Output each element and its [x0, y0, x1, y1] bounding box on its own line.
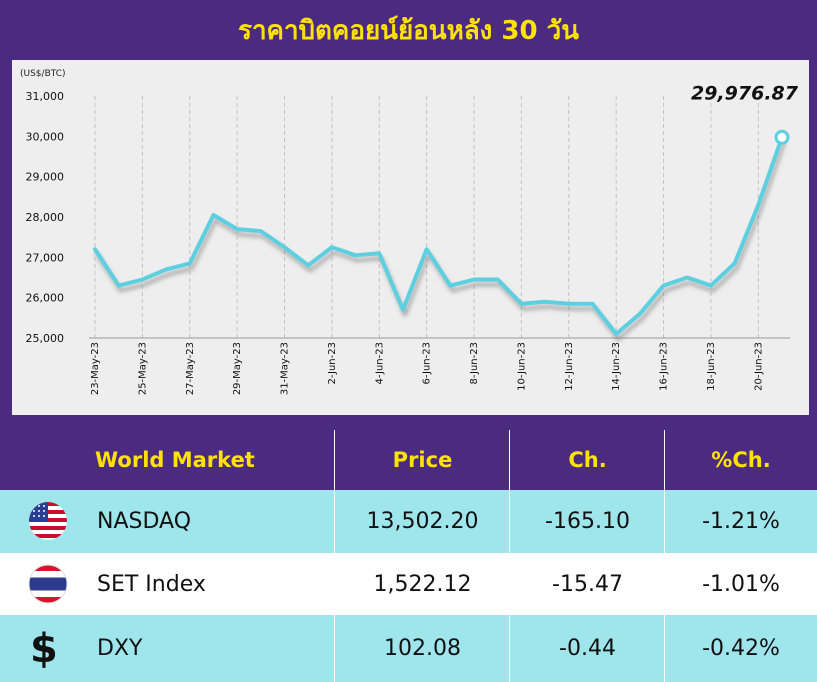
end-value-label: 29,976.87	[691, 82, 799, 104]
x-tick-label: 12-Jun-23	[564, 342, 575, 391]
x-tick-label: 8-Jun-23	[469, 342, 480, 385]
market-change: -0.44	[559, 636, 616, 661]
market-name: DXY	[97, 636, 143, 661]
y-tick-label: 25,000	[26, 332, 65, 345]
market-price: 102.08	[384, 636, 461, 661]
x-tick-label: 4-Jun-23	[374, 342, 385, 385]
column-divider	[509, 430, 510, 682]
x-tick-label: 23-May-23	[90, 342, 101, 395]
market-percent-change: -0.42%	[702, 636, 780, 661]
column-divider	[334, 430, 335, 682]
table-row: $ DXY 102.08 -0.44 -0.42%	[0, 615, 817, 682]
header-change: Ch.	[568, 448, 607, 472]
dollar-icon: $	[30, 625, 58, 672]
x-tick-label: 25-May-23	[137, 342, 148, 395]
us-flag-icon	[29, 502, 67, 540]
y-tick-label: 30,000	[26, 130, 65, 143]
chart-title: ราคาบิตคอยน์ย้อนหลัง 30 วัน	[237, 16, 579, 46]
market-percent-change: -1.01%	[702, 571, 780, 597]
table-row: NASDAQ 13,502.20 -165.10 -1.21%	[0, 490, 817, 553]
x-tick-label: 18-Jun-23	[706, 342, 717, 391]
y-tick-label: 26,000	[26, 292, 65, 305]
x-tick-label: 29-May-23	[232, 342, 243, 395]
market-change: -165.10	[545, 509, 630, 534]
header-world-market: World Market	[95, 448, 255, 472]
thai-flag-icon	[28, 564, 68, 604]
market-percent-change: -1.21%	[702, 509, 780, 534]
world-market-table: World Market Price Ch. %Ch. NASDAQ 13,50…	[0, 430, 817, 682]
x-tick-label: 14-Jun-23	[611, 342, 622, 391]
x-tick-label: 20-Jun-23	[753, 342, 764, 391]
market-name: NASDAQ	[97, 509, 192, 534]
header-percent-change: %Ch.	[711, 448, 771, 472]
market-price: 13,502.20	[366, 509, 479, 534]
end-point-marker	[774, 129, 790, 145]
market-change: -15.47	[552, 571, 623, 597]
y-axis-unit-label: (US$/BTC)	[20, 69, 66, 79]
market-price: 1,522.12	[373, 571, 472, 597]
btc-price-line	[93, 135, 784, 336]
x-tick-label: 6-Jun-23	[422, 342, 433, 385]
chart-panel: (US$/BTC) 31,000 30,000 29,000 28,000 27,000…	[12, 60, 809, 415]
y-tick-label: 28,000	[26, 211, 65, 224]
x-tick-label: 10-Jun-23	[516, 342, 527, 391]
table-header-row: World Market Price Ch. %Ch.	[0, 430, 817, 490]
column-divider	[664, 430, 665, 682]
x-tick-label: 2-Jun-23	[327, 342, 338, 385]
market-name: SET Index	[97, 571, 206, 597]
y-tick-label: 27,000	[26, 251, 65, 264]
y-tick-label: 29,000	[26, 171, 65, 184]
title-band: ราคาบิตคอยน์ย้อนหลัง 30 วัน	[0, 0, 817, 60]
table-row: SET Index 1,522.12 -15.47 -1.01%	[0, 553, 817, 615]
x-tick-label: 27-May-23	[185, 342, 196, 395]
header-price: Price	[392, 448, 453, 472]
x-tick-label: 16-Jun-23	[659, 342, 670, 391]
y-tick-label: 31,000	[26, 90, 65, 103]
btc-line-chart: (US$/BTC) 31,000 30,000 29,000 28,000 27,000…	[20, 69, 799, 395]
x-tick-label: 31-May-23	[280, 342, 291, 395]
